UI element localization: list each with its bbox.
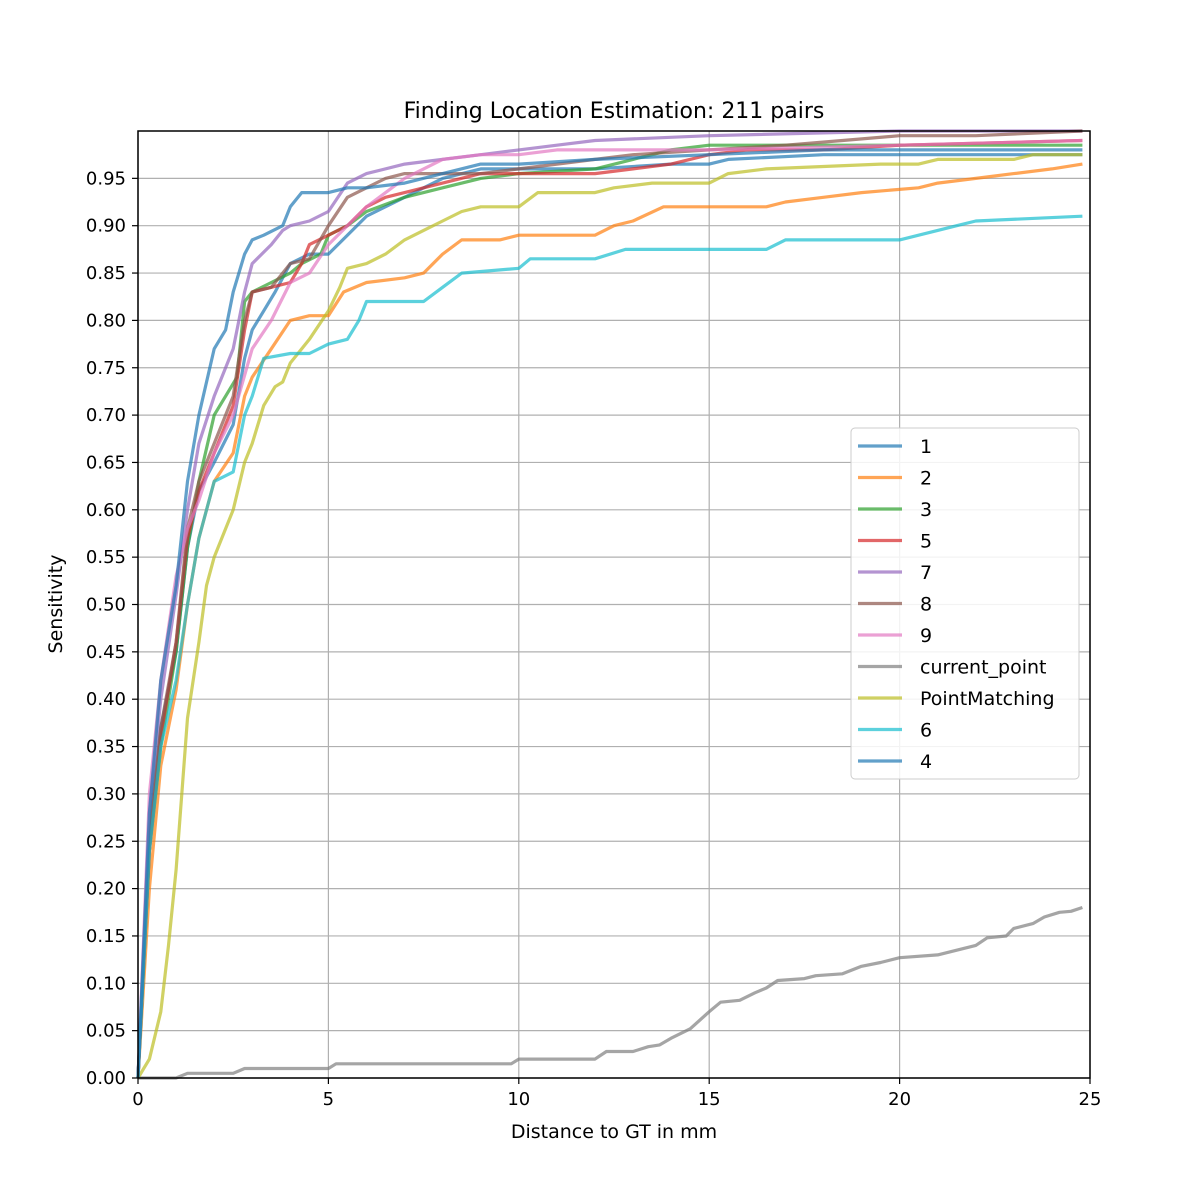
- y-tick-label: 0.80: [86, 310, 126, 331]
- x-axis-label: Distance to GT in mm: [511, 1121, 717, 1143]
- legend-label-current_point: current_point: [920, 657, 1047, 679]
- y-tick-label: 0.40: [86, 689, 126, 710]
- y-tick-label: 0.15: [86, 926, 126, 947]
- legend-label-5: 5: [920, 531, 932, 553]
- legend-box: [850, 427, 1080, 780]
- y-axis-label: Sensitivity: [45, 555, 67, 654]
- x-tick-label: 25: [1079, 1089, 1102, 1110]
- legend-label-1: 1: [920, 436, 932, 458]
- x-axis-ticks: 0 5 10 15 20 25: [132, 1078, 1101, 1110]
- x-tick-label: 10: [507, 1089, 530, 1110]
- series-line-9: [136, 138, 1083, 1079]
- y-tick-label: 0.75: [86, 358, 126, 379]
- y-tick-label: 0.30: [86, 784, 126, 805]
- legend-label-9: 9: [920, 625, 932, 647]
- y-tick-label: 0.70: [86, 405, 126, 426]
- x-tick-label: 0: [132, 1089, 143, 1110]
- series-line-7: [136, 129, 1083, 1079]
- y-tick-label: 0.00: [86, 1068, 126, 1089]
- y-tick-label: 0.95: [86, 168, 126, 189]
- chart-title: Finding Location Estimation: 211 pairs: [404, 99, 825, 124]
- y-tick-label: 0.85: [86, 263, 126, 284]
- series-line-current_point: [138, 905, 1083, 1080]
- legend-label-4: 4: [920, 751, 932, 773]
- y-tick-label: 0.55: [86, 547, 126, 568]
- legend-label-2: 2: [920, 468, 932, 490]
- legend-label-7: 7: [920, 562, 932, 584]
- y-tick-label: 0.10: [86, 973, 126, 994]
- y-tick-label: 0.50: [86, 595, 126, 616]
- series-line-6: [136, 214, 1083, 1079]
- x-tick-label: 15: [698, 1089, 721, 1110]
- y-tick-label: 0.90: [86, 216, 126, 237]
- legend-label-6: 6: [920, 720, 932, 742]
- series-line-PointMatching: [136, 153, 1083, 1079]
- legend-label-8: 8: [920, 594, 932, 616]
- y-tick-label: 0.65: [86, 452, 126, 473]
- y-tick-label: 0.35: [86, 737, 126, 758]
- series-lines: [136, 129, 1083, 1080]
- x-tick-label: 5: [323, 1089, 334, 1110]
- y-tick-label: 0.45: [86, 642, 126, 663]
- y-tick-label: 0.25: [86, 831, 126, 852]
- y-tick-label: 0.60: [86, 500, 126, 521]
- legend-label-PointMatching: PointMatching: [920, 688, 1055, 710]
- y-tick-label: 0.20: [86, 879, 126, 900]
- y-axis-ticks: 0.00 0.05 0.10 0.15 0.20 0.25 0.30 0.35 0.40 0.45…: [86, 168, 138, 1089]
- legend-label-3: 3: [920, 499, 932, 521]
- series-line-4: [136, 148, 1083, 1079]
- y-tick-label: 0.05: [86, 1021, 126, 1042]
- x-tick-label: 20: [888, 1089, 911, 1110]
- legend: 1 2 3 5 7 8 9 current_point PointMatching 6 4: [850, 427, 1080, 780]
